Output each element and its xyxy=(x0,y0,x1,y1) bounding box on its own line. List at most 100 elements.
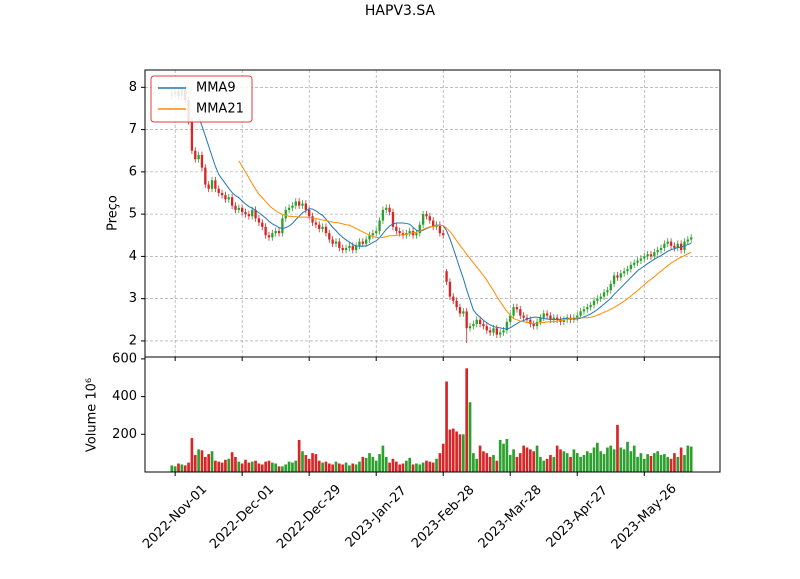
volume-bar xyxy=(582,455,586,472)
volume-bar xyxy=(301,451,304,472)
volume-bar xyxy=(545,458,549,472)
volume-bar xyxy=(247,462,251,472)
volume-bar xyxy=(632,445,636,472)
volume-bar xyxy=(311,453,314,472)
candle-body xyxy=(488,330,492,333)
candle-body xyxy=(666,241,669,244)
volume-bar xyxy=(438,453,442,472)
candle-body xyxy=(448,281,452,297)
candle-body xyxy=(267,235,271,238)
volume-bar xyxy=(193,455,197,472)
candle-body xyxy=(227,197,230,200)
volume-bar xyxy=(378,454,381,472)
candle-body xyxy=(465,311,468,329)
volume-bar xyxy=(562,451,566,472)
candle-body xyxy=(385,207,388,210)
candle-body xyxy=(485,326,488,331)
candle-body xyxy=(197,154,200,160)
volume-bar xyxy=(565,453,569,472)
y-tick-label: 5 xyxy=(129,207,137,222)
candle-body xyxy=(649,254,653,257)
volume-bar xyxy=(589,453,592,472)
candle-body xyxy=(535,321,539,327)
volume-bar xyxy=(619,447,623,472)
volume-bar xyxy=(358,461,361,472)
candle-body xyxy=(566,317,569,320)
candle-body xyxy=(247,214,251,217)
candle-body xyxy=(522,315,525,318)
candle-body xyxy=(381,209,385,221)
volume-bar xyxy=(492,455,495,472)
y-tick-label: 8 xyxy=(129,80,137,95)
volume-bar xyxy=(626,441,629,472)
y-tick-label: 3 xyxy=(129,291,137,306)
volume-bar xyxy=(321,462,324,472)
candle-body xyxy=(194,150,197,160)
volume-bar xyxy=(636,456,639,472)
volume-bar xyxy=(451,428,455,472)
volume-bar xyxy=(622,449,626,472)
volume-bar xyxy=(425,460,428,472)
candle-body xyxy=(602,292,606,297)
candle-body xyxy=(653,252,656,257)
candle-body xyxy=(599,296,602,299)
volume-bar xyxy=(354,464,358,472)
candle-body xyxy=(314,222,318,225)
candle-body xyxy=(622,271,626,274)
volume-bar xyxy=(606,447,609,472)
volume-bar xyxy=(394,461,398,472)
volume-bar xyxy=(525,447,529,472)
volume-y-tick-label: 200 xyxy=(112,427,137,442)
volume-bar xyxy=(351,463,355,472)
volume-bar xyxy=(344,462,348,472)
candle-body xyxy=(596,298,599,301)
candle-body xyxy=(358,241,361,246)
volume-bar xyxy=(291,462,294,472)
candle-body xyxy=(408,231,411,234)
legend: MMA9 MMA21 xyxy=(150,75,253,123)
candle-body xyxy=(361,241,364,244)
volume-bar xyxy=(482,451,485,472)
candle-body xyxy=(629,264,633,270)
candle-body xyxy=(505,321,509,331)
volume-bar xyxy=(187,462,190,472)
candle-body xyxy=(284,209,287,219)
volume-bar xyxy=(405,460,408,472)
candle-body xyxy=(344,247,348,251)
candle-body xyxy=(308,209,311,217)
volume-bar xyxy=(445,381,448,472)
volume-bar xyxy=(227,458,231,472)
volume-bar xyxy=(428,461,432,472)
candle-body xyxy=(421,214,425,225)
candle-body xyxy=(287,207,291,210)
volume-bar xyxy=(381,445,385,472)
volume-bar xyxy=(327,463,331,472)
volume-bar xyxy=(535,445,539,472)
candle-body xyxy=(354,245,358,251)
candle-body xyxy=(616,275,619,278)
volume-bar xyxy=(364,457,368,472)
volume-bar xyxy=(599,451,603,472)
candle-body xyxy=(220,193,224,196)
volume-bar xyxy=(431,462,435,472)
volume-bar xyxy=(552,456,556,472)
volume-bar xyxy=(341,464,345,472)
volume-bar xyxy=(555,445,559,472)
candle-body xyxy=(431,220,435,227)
volume-bar xyxy=(307,458,311,472)
volume-bar xyxy=(642,458,646,472)
volume-bar xyxy=(475,458,479,472)
volume-bar xyxy=(334,461,338,472)
volume-bar xyxy=(304,455,308,472)
volume-bar xyxy=(398,464,402,472)
volume-bar xyxy=(649,455,653,472)
volume-y-tick-label: 600 xyxy=(112,351,137,366)
candle-body xyxy=(586,307,589,310)
volume-bar xyxy=(508,455,512,472)
volume-bar xyxy=(200,450,204,472)
candle-body xyxy=(301,203,304,206)
volume-bar xyxy=(539,456,542,472)
volume-bar xyxy=(686,445,690,472)
y-axis-label: Preço xyxy=(106,195,121,231)
